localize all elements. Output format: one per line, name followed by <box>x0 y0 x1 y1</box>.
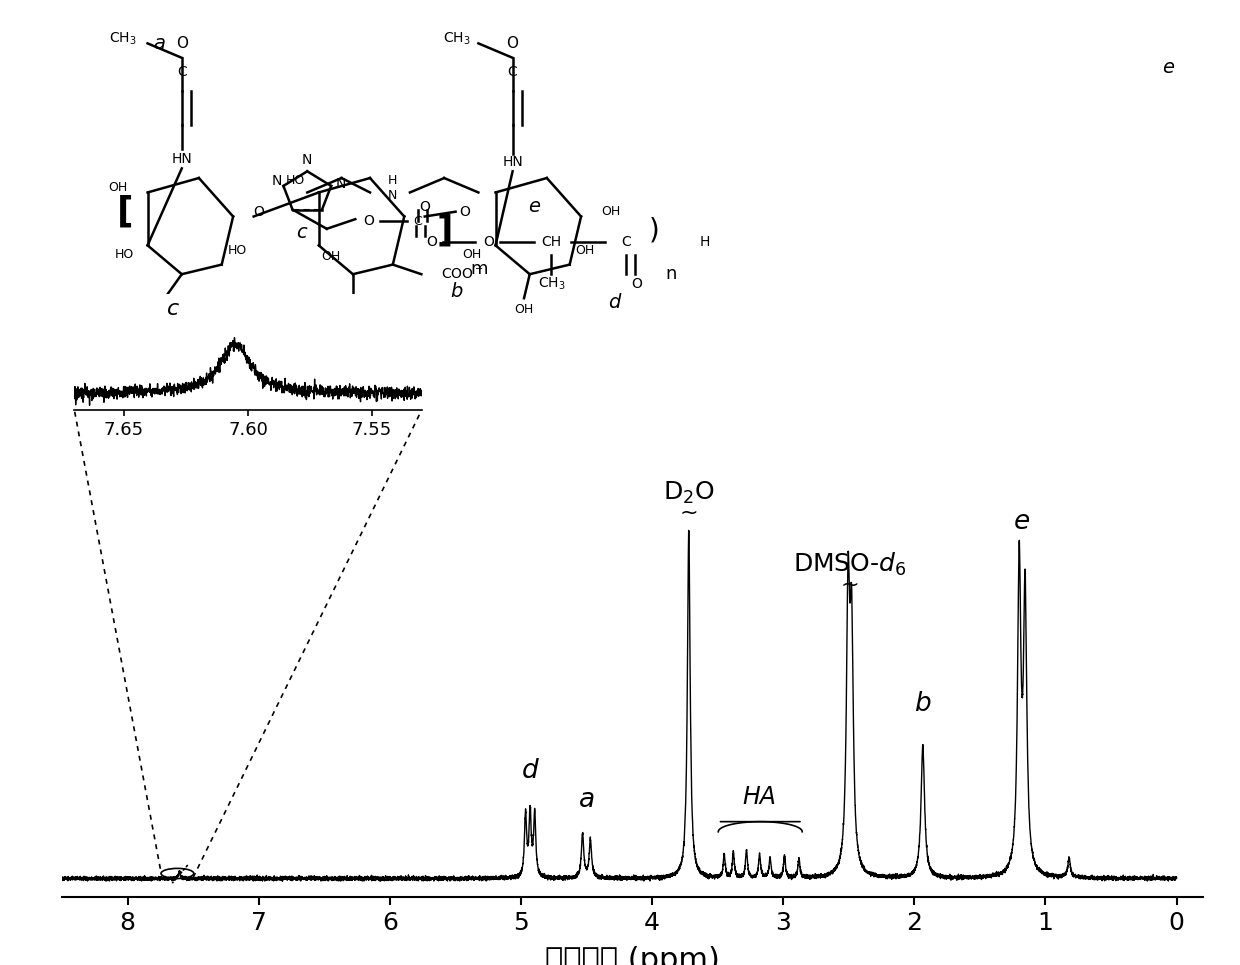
Text: O: O <box>254 205 264 219</box>
Text: m: m <box>470 261 487 278</box>
Text: HN: HN <box>502 154 523 169</box>
Text: ): ) <box>649 217 660 245</box>
Text: e: e <box>1014 509 1030 535</box>
Text: CH: CH <box>542 235 562 249</box>
Text: HO: HO <box>227 244 247 257</box>
Text: ]: ] <box>436 214 453 248</box>
Text: b: b <box>914 691 931 717</box>
Text: C: C <box>177 66 187 79</box>
Text: N: N <box>272 174 281 188</box>
Text: a: a <box>578 786 594 813</box>
Text: e: e <box>1163 58 1174 77</box>
Text: OH: OH <box>321 250 340 263</box>
Text: N: N <box>336 177 346 191</box>
Text: n: n <box>666 265 677 283</box>
Text: OH: OH <box>343 301 362 315</box>
Text: c: c <box>296 223 308 242</box>
Text: D$_2$O: D$_2$O <box>663 480 714 506</box>
Text: OH: OH <box>463 248 482 262</box>
Text: OH: OH <box>515 303 533 317</box>
Text: OH: OH <box>108 181 126 194</box>
Text: OH: OH <box>601 206 621 218</box>
Text: HO: HO <box>114 248 134 262</box>
Text: ~: ~ <box>680 502 698 522</box>
Text: OH: OH <box>149 301 169 315</box>
Text: a: a <box>153 34 165 53</box>
Text: C: C <box>507 66 517 79</box>
Text: O: O <box>484 235 495 249</box>
Text: ~: ~ <box>841 574 859 594</box>
Text: CH$_3$: CH$_3$ <box>443 30 470 46</box>
Text: O: O <box>507 36 518 51</box>
Text: HN: HN <box>171 152 192 166</box>
Text: O: O <box>631 277 642 290</box>
Text: O: O <box>427 235 438 249</box>
Text: O: O <box>459 205 470 219</box>
Text: [: [ <box>117 195 133 229</box>
Text: N: N <box>303 152 312 167</box>
Text: d: d <box>608 293 620 313</box>
Text: c: c <box>167 299 180 319</box>
Text: H
N: H N <box>388 174 398 202</box>
Text: O: O <box>419 200 430 213</box>
Text: b: b <box>450 282 463 301</box>
Text: DMSO-$d_6$: DMSO-$d_6$ <box>794 551 906 578</box>
Text: O: O <box>176 36 187 51</box>
Text: CH$_3$: CH$_3$ <box>538 275 565 291</box>
Text: O: O <box>363 214 374 228</box>
Text: H: H <box>699 235 711 249</box>
Text: e: e <box>528 197 541 216</box>
Text: HO: HO <box>285 175 305 187</box>
Text: HA: HA <box>743 785 776 809</box>
Text: C: C <box>414 214 423 228</box>
Text: C: C <box>621 235 630 249</box>
Text: OH: OH <box>575 244 595 257</box>
Text: COO$^-$: COO$^-$ <box>440 267 484 281</box>
Text: d: d <box>522 758 538 784</box>
X-axis label: 化学位移 (ppm): 化学位移 (ppm) <box>544 946 720 965</box>
Text: CH$_3$: CH$_3$ <box>109 30 136 46</box>
